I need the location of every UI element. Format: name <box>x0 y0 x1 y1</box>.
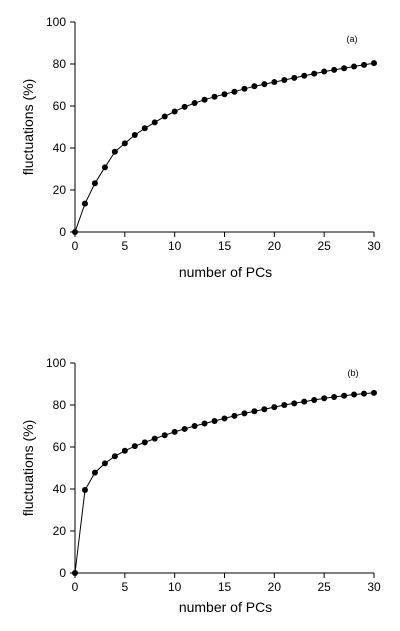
x-axis-label: number of PCs <box>179 264 272 280</box>
data-point <box>371 60 377 67</box>
data-point <box>191 100 198 107</box>
y-axis-label: fluctuations (%) <box>20 420 36 516</box>
x-tick-label: 5 <box>121 239 128 253</box>
y-tick-label: 60 <box>53 99 67 113</box>
y-tick-label: 40 <box>53 141 67 155</box>
data-point <box>72 570 78 576</box>
y-tick-label: 40 <box>53 482 67 496</box>
data-point <box>161 113 168 120</box>
y-tick-label: 0 <box>59 225 66 239</box>
data-point <box>151 435 158 442</box>
x-tick-label: 10 <box>168 239 182 253</box>
x-tick-label: 10 <box>168 580 182 594</box>
data-point <box>351 391 358 398</box>
data-point <box>211 417 218 424</box>
panel-label: (a) <box>347 34 358 44</box>
data-point <box>111 453 118 460</box>
data-point <box>311 396 318 403</box>
data-point <box>261 406 268 413</box>
data-point <box>291 74 298 81</box>
y-tick-label: 100 <box>46 356 66 370</box>
series-line <box>74 62 375 233</box>
y-tick-label: 80 <box>53 57 67 71</box>
y-tick-label: 20 <box>53 183 67 197</box>
y-tick-label: 20 <box>53 524 67 538</box>
data-point <box>321 395 328 402</box>
panel-label: (b) <box>348 368 359 378</box>
data-point <box>191 423 198 429</box>
data-point <box>141 125 148 132</box>
chart-panel-b: 0 20 40 60 80 100 0 5 10 15 20 25 30 number of PCs flu… <box>20 356 381 615</box>
data-point <box>351 63 358 70</box>
data-point <box>72 229 78 235</box>
x-tick-label: 0 <box>72 580 79 594</box>
x-axis-label: number of PCs <box>179 599 272 615</box>
data-point <box>281 76 288 83</box>
x-tick-label: 30 <box>367 580 381 594</box>
x-tick-label: 5 <box>121 580 128 594</box>
y-tick-label: 100 <box>46 15 66 29</box>
data-point <box>241 410 248 417</box>
y-tick-label: 0 <box>59 566 66 580</box>
data-point <box>121 140 128 147</box>
data-point <box>201 420 208 427</box>
data-point <box>81 487 88 494</box>
data-point <box>131 131 138 138</box>
data-point <box>101 460 108 467</box>
data-point <box>281 402 288 408</box>
x-tick-label: 25 <box>317 580 331 594</box>
data-point <box>161 432 168 439</box>
data-point <box>311 70 318 77</box>
data-point <box>251 408 258 415</box>
data-point <box>291 400 298 407</box>
y-tick-label: 60 <box>53 440 67 454</box>
data-point <box>121 447 128 454</box>
data-point <box>321 68 328 75</box>
data-point <box>91 180 98 187</box>
data-point <box>171 428 178 435</box>
data-point <box>221 415 228 422</box>
data-point <box>341 65 348 72</box>
data-point <box>101 164 108 171</box>
data-point <box>181 103 188 110</box>
data-point <box>361 390 368 397</box>
x-tick-label: 20 <box>268 580 282 594</box>
data-point <box>301 398 308 405</box>
data-point <box>341 392 348 399</box>
y-axis-label: fluctuations (%) <box>20 79 36 175</box>
y-tick-label: 80 <box>53 398 67 412</box>
x-tick-label: 15 <box>218 239 232 253</box>
data-point <box>201 96 208 103</box>
data-point <box>91 469 98 476</box>
x-tick-label: 30 <box>367 239 381 253</box>
data-point <box>331 66 338 73</box>
data-point <box>251 83 258 90</box>
data-point <box>151 119 158 126</box>
x-tick-label: 15 <box>218 580 232 594</box>
data-point <box>241 85 248 92</box>
x-tick-label: 25 <box>317 239 331 253</box>
data-point <box>271 79 278 86</box>
data-point <box>371 389 377 396</box>
data-point <box>331 394 338 401</box>
x-tick-label: 20 <box>268 239 282 253</box>
data-point <box>231 88 238 95</box>
data-point <box>221 91 228 98</box>
data-point <box>211 93 218 100</box>
data-point <box>231 412 238 419</box>
data-point <box>361 61 368 68</box>
data-point <box>271 404 278 411</box>
data-point <box>141 439 148 446</box>
chart-panel-a: 0 20 40 60 80 100 0 5 10 15 20 25 30 number of PCs flu… <box>20 15 381 280</box>
data-point <box>111 148 118 155</box>
data-point <box>171 108 178 115</box>
data-point <box>301 72 308 79</box>
x-tick-label: 0 <box>72 239 79 253</box>
data-point <box>131 443 138 450</box>
data-point <box>261 81 268 88</box>
data-point <box>181 425 188 432</box>
data-point <box>81 200 88 207</box>
